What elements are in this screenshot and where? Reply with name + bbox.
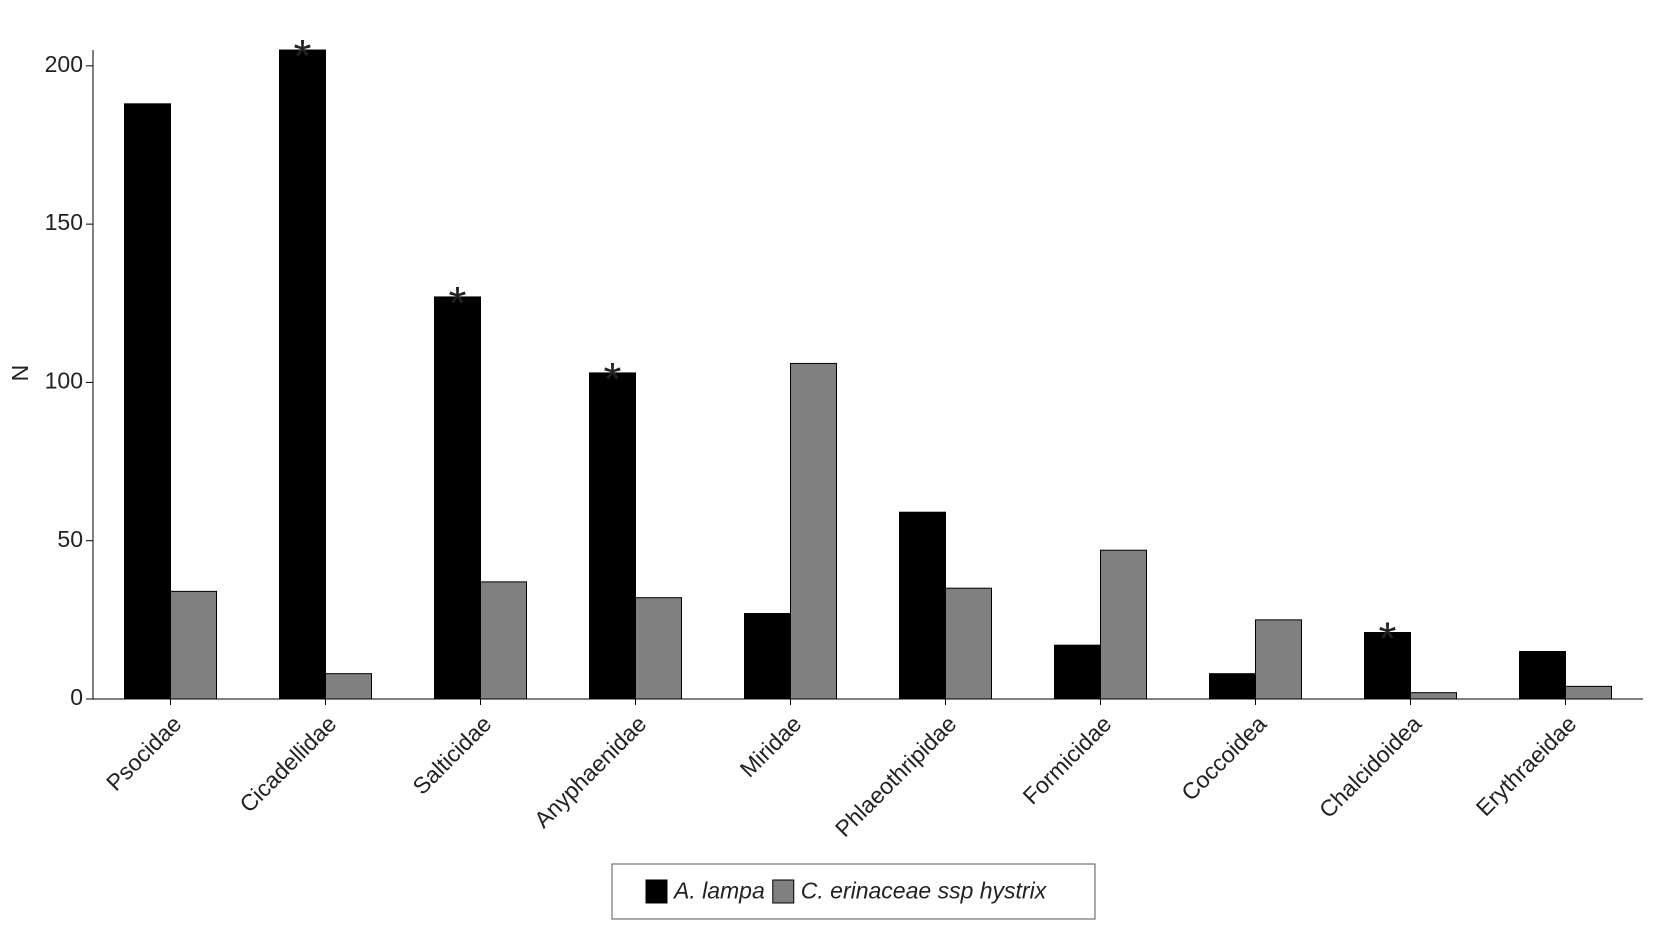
legend-swatch bbox=[772, 879, 795, 904]
x-tick-label: Phlaeothripidae bbox=[830, 710, 961, 841]
bar bbox=[1209, 673, 1256, 700]
significance-marker: * bbox=[294, 30, 312, 82]
bar bbox=[635, 597, 682, 700]
bar bbox=[1364, 632, 1411, 700]
bar bbox=[279, 49, 326, 700]
significance-marker: * bbox=[604, 353, 622, 405]
bar bbox=[1519, 651, 1566, 700]
bar bbox=[434, 296, 481, 700]
x-tick-label: Chalcidoidea bbox=[1314, 710, 1427, 823]
x-tick-label: Psocidae bbox=[101, 710, 186, 795]
y-axis-label: N bbox=[7, 365, 33, 382]
bar bbox=[480, 581, 527, 700]
x-tick-label: Anyphaenidae bbox=[529, 710, 651, 832]
y-tick-label: 100 bbox=[45, 367, 83, 393]
bar bbox=[589, 372, 636, 700]
x-tick-label: Salticidae bbox=[407, 710, 496, 799]
legend-swatch bbox=[645, 879, 668, 904]
legend-label: C. erinaceae ssp hystrix bbox=[801, 878, 1048, 904]
bar bbox=[945, 587, 992, 700]
x-tick-label: Miridae bbox=[735, 710, 807, 782]
bar bbox=[124, 103, 171, 700]
x-tick-label: Formicidae bbox=[1018, 710, 1117, 809]
y-tick-label: 50 bbox=[57, 526, 83, 552]
significance-marker: * bbox=[1379, 613, 1397, 665]
x-tick-label: Coccoidea bbox=[1176, 710, 1271, 805]
legend: A. lampa C. erinaceae ssp hystrix bbox=[611, 863, 1096, 920]
x-tick-label: Cicadellidae bbox=[234, 710, 341, 817]
y-tick-label: 150 bbox=[45, 209, 83, 235]
bar bbox=[1100, 549, 1147, 700]
bar bbox=[1565, 685, 1612, 700]
bar bbox=[1410, 692, 1457, 700]
bar bbox=[1255, 619, 1302, 700]
bar bbox=[899, 511, 946, 700]
bar bbox=[744, 613, 791, 700]
bar bbox=[1054, 644, 1101, 700]
x-tick-label: Erythraeidae bbox=[1471, 710, 1582, 821]
legend-box bbox=[611, 863, 1096, 920]
bar bbox=[170, 590, 217, 700]
legend-label: A. lampa bbox=[672, 878, 765, 904]
y-tick-label: 200 bbox=[45, 51, 83, 77]
bar bbox=[325, 673, 372, 700]
bar bbox=[790, 362, 837, 700]
y-tick-label: 0 bbox=[70, 684, 83, 710]
significance-marker: * bbox=[449, 277, 467, 329]
